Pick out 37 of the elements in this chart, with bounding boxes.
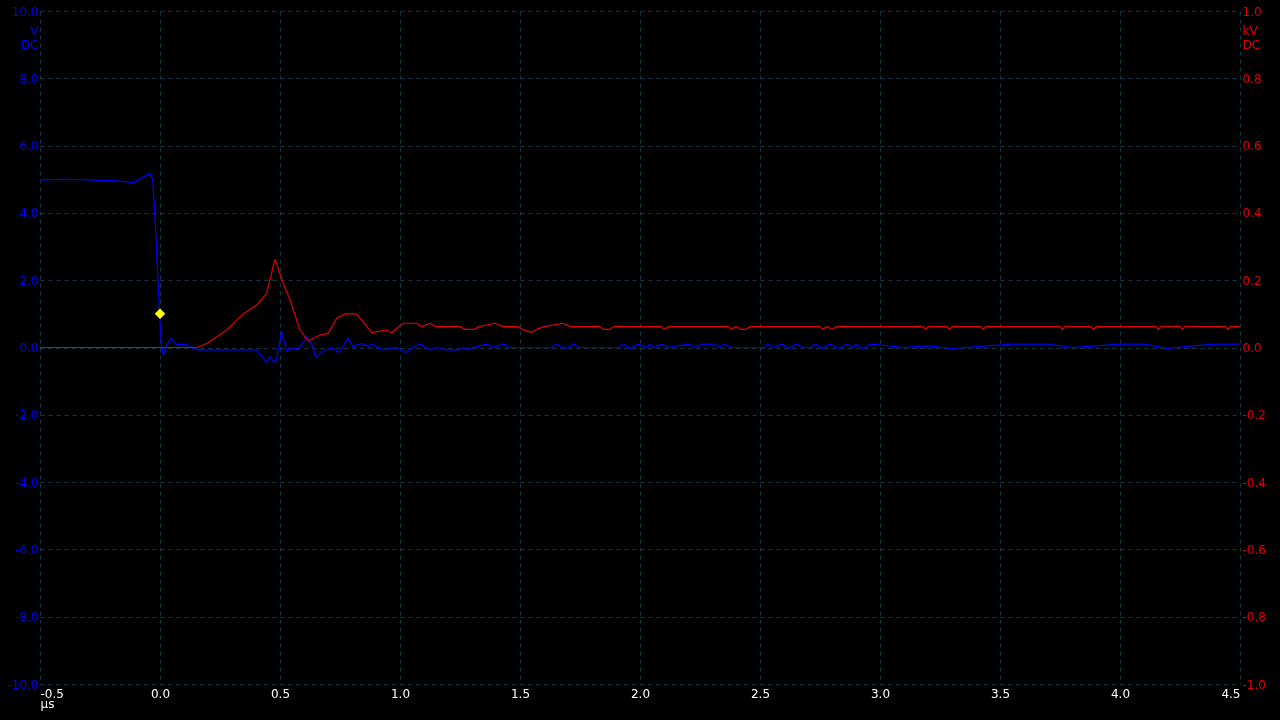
x-tick-label: 0.5 [270, 686, 291, 701]
x-tick-label: 2.5 [750, 686, 771, 701]
x-tick-label: 3.5 [990, 686, 1011, 701]
y-tick-label: -2.0 [15, 408, 39, 423]
y-tick-label: 2.0 [19, 273, 39, 288]
y2-tick-label: -0.6 [1242, 542, 1266, 557]
y2-tick-label: -0.4 [1242, 475, 1266, 490]
y2-tick-label: -0.2 [1242, 408, 1266, 423]
y-tick-label: 4.0 [19, 206, 39, 221]
y-tick-label: -8.0 [15, 610, 39, 625]
x-tick-label: 4.0 [1110, 686, 1131, 701]
x-tick-label: 0.0 [150, 686, 171, 701]
x-tick-label: -0.5 [40, 686, 64, 701]
y-tick-label: -6.0 [15, 542, 39, 557]
y-axis-title: V DC [20, 23, 40, 52]
y-tick-label: 0.0 [19, 341, 39, 355]
line-series [39, 172, 1241, 363]
y-tick-label: 10.0 [11, 4, 39, 19]
x-tick-label: 3.0 [870, 686, 891, 701]
y2-tick-label: 0.0 [1242, 341, 1262, 355]
y2-axis-title: kV DC [1242, 23, 1261, 52]
y-tick-label: -4.0 [15, 475, 39, 490]
y-tick-label: 8.0 [19, 71, 39, 86]
y2-tick-label: 0.6 [1242, 139, 1262, 154]
line-series [39, 258, 1241, 349]
y2-tick-label: -0.8 [1242, 610, 1266, 625]
y2-tick-label: -1.0 [1242, 677, 1266, 692]
y2-tick-label: 0.2 [1242, 273, 1262, 288]
y2-tick-label: 0.4 [1242, 206, 1262, 221]
y-tick-label: -10.0 [7, 677, 39, 692]
y-tick-label: 6.0 [19, 139, 39, 154]
y2-tick-label: 1.0 [1242, 4, 1262, 19]
x-tick-label: 1.0 [390, 686, 411, 701]
x-tick-label: 4.5 [1221, 686, 1241, 701]
y2-tick-label: 0.8 [1242, 71, 1262, 86]
x-tick-label: 2.0 [630, 686, 651, 701]
x-tick-label: 1.5 [510, 686, 531, 701]
